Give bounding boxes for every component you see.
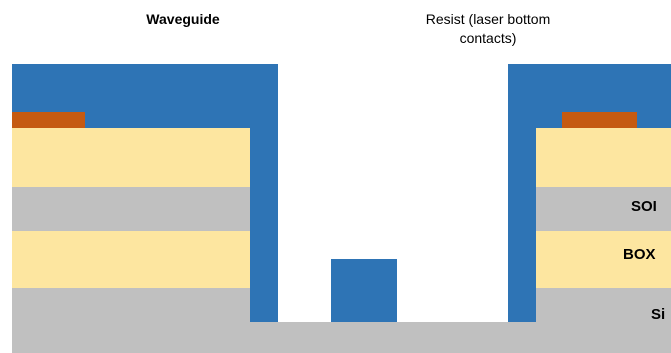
left-box-layer [12,231,250,288]
si-label: Si [651,306,666,323]
soi-label: SOI [631,198,657,215]
left-soi-layer [12,187,250,231]
right-top-layer [536,128,671,187]
left-si-layer [12,288,250,353]
left-top-layer [12,128,250,187]
waveguide-label: Waveguide [146,11,220,27]
waveguide-block [331,259,397,322]
left-contact-pad [12,112,85,128]
right-box-layer [536,231,671,288]
right-si-layer [536,288,671,353]
box-label: BOX [623,246,656,263]
right-soi-layer [536,187,671,231]
resist-label: Resist (laser bottom contacts) [425,11,551,46]
right-contact-pad [562,112,637,128]
center-si-substrate [250,322,536,353]
